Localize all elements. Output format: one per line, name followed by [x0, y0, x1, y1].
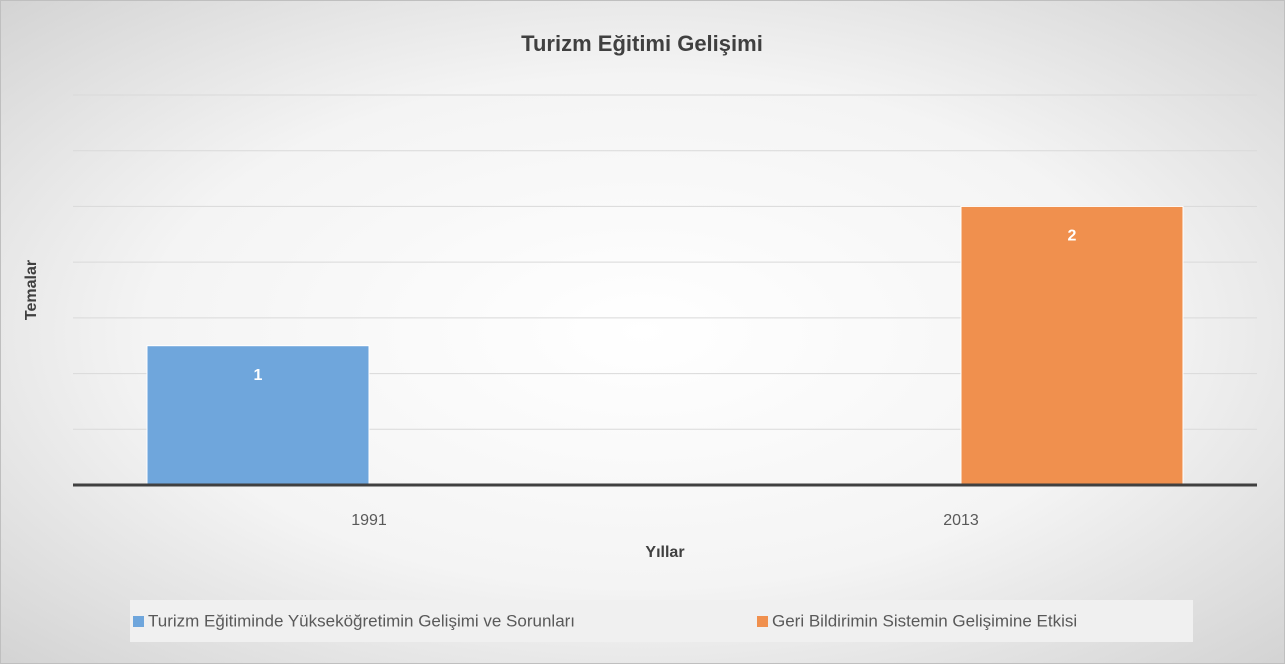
x-axis-title: Yıllar	[645, 544, 684, 561]
legend-swatch	[757, 616, 768, 627]
data-label: 2	[1068, 228, 1077, 245]
legend-swatch	[133, 616, 144, 627]
x-tick-label: 1991	[351, 512, 387, 529]
y-axis-title: Temalar	[23, 260, 40, 320]
bar	[146, 345, 370, 486]
legend-box	[130, 600, 1193, 642]
data-label: 1	[254, 367, 263, 384]
x-tick-label: 2013	[943, 512, 979, 529]
bar	[960, 205, 1184, 486]
chart-title: Turizm Eğitimi Gelişimi	[521, 31, 763, 56]
legend-label: Geri Bildirimin Sistemin Gelişimine Etki…	[772, 611, 1077, 630]
legend-label: Turizm Eğitiminde Yükseköğretimin Gelişi…	[148, 611, 575, 630]
